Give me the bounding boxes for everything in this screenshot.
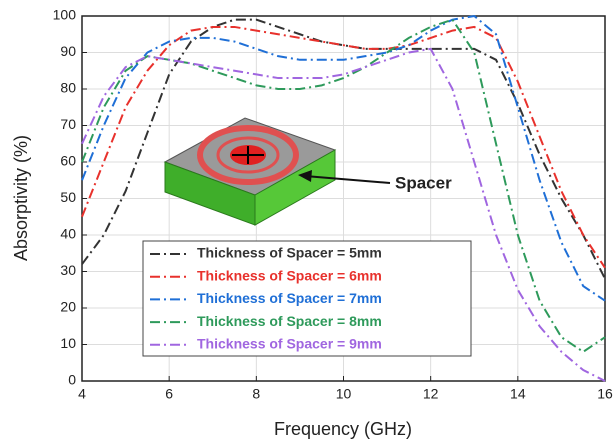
y-tick-label: 50 [60, 189, 76, 205]
series-line [81, 18, 606, 280]
x-tick-label: 8 [252, 386, 260, 402]
y-tick-label: 30 [60, 262, 76, 278]
ring-inner [216, 136, 280, 174]
arrow [304, 175, 391, 184]
legend-label: Thickness of Spacer = 8mm [197, 313, 382, 329]
series-line [81, 25, 606, 269]
ring-outer [197, 125, 299, 185]
legend [142, 240, 472, 357]
y-tick-label: 40 [60, 226, 76, 242]
inset-illustration: Spacer [163, 117, 452, 226]
y-tick-label: 0 [68, 372, 76, 388]
y-tick-label: 100 [53, 7, 77, 23]
spacer-side [254, 149, 336, 226]
legend-label: Thickness of Spacer = 5mm [197, 245, 382, 261]
y-tick-label: 10 [60, 335, 76, 351]
x-tick-label: 10 [336, 386, 352, 402]
arrow-head [298, 170, 312, 182]
series-line [81, 14, 606, 302]
x-axis-title: Frequency (GHz) [274, 419, 412, 439]
y-tick-label: 20 [60, 299, 76, 315]
x-tick-label: 14 [510, 386, 526, 402]
y-tick-label: 90 [60, 43, 76, 59]
series-line [81, 47, 606, 382]
x-tick-label: 16 [597, 386, 613, 402]
x-tick-label: 12 [423, 386, 439, 402]
legend-label: Thickness of Spacer = 6mm [197, 267, 382, 283]
y-axis-title: Absorptivity (%) [11, 135, 31, 261]
y-tick-label: 80 [60, 80, 76, 96]
legend-label: Thickness of Spacer = 9mm [197, 336, 382, 352]
annotation: Spacer [395, 173, 452, 192]
legend-label: Thickness of Spacer = 7mm [197, 290, 382, 306]
y-tick-label: 60 [60, 153, 76, 169]
x-tick-label: 4 [78, 386, 86, 402]
y-tick-label: 70 [60, 116, 76, 132]
x-tick-label: 6 [165, 386, 173, 402]
